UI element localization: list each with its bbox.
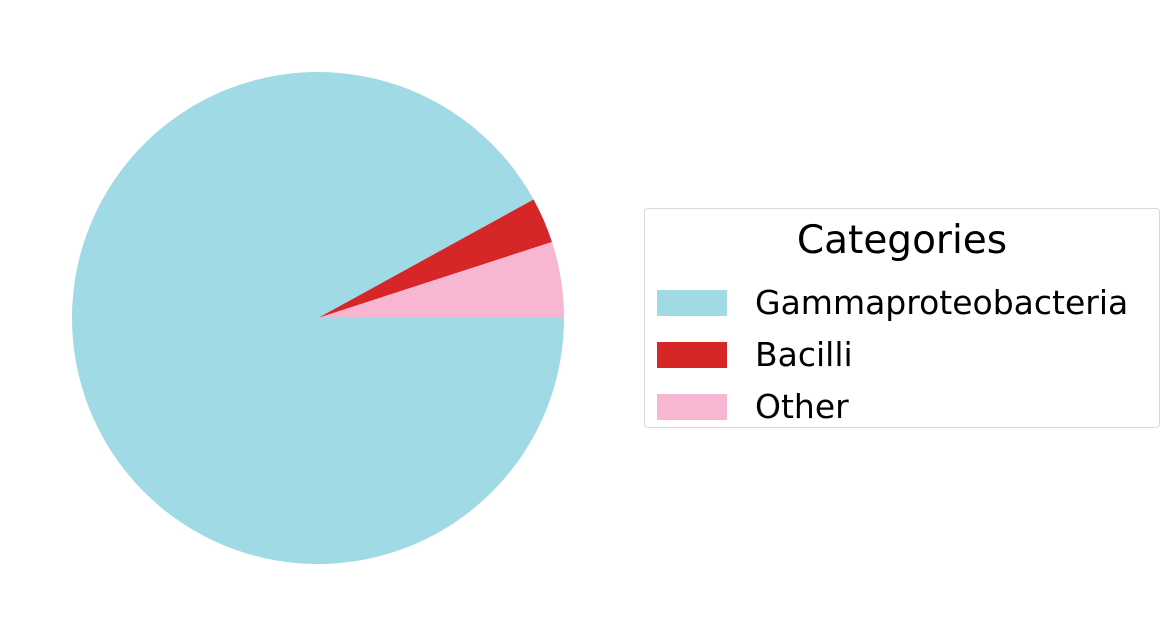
legend-item-other: Other	[657, 385, 849, 429]
legend-item-bacilli: Bacilli	[657, 333, 853, 377]
pie-plot-area	[72, 71, 565, 564]
legend-swatch-bacilli	[657, 342, 727, 368]
legend: Categories Gammaproteobacteria Bacilli O…	[644, 208, 1160, 428]
pie-slices	[72, 71, 565, 564]
pie-slice-gammaproteobacteria	[72, 71, 565, 564]
legend-item-gammaproteobacteria: Gammaproteobacteria	[657, 281, 1128, 325]
legend-label-gammaproteobacteria: Gammaproteobacteria	[755, 283, 1129, 322]
pie-slice-other	[318, 241, 564, 318]
legend-title: Categories	[796, 218, 1008, 263]
legend-label-bacilli: Bacilli	[755, 335, 853, 374]
legend-swatch-gammaproteobacteria	[657, 290, 727, 316]
legend-label-other: Other	[755, 387, 849, 426]
pie-slice-bacilli	[318, 199, 552, 318]
legend-swatch-other	[657, 394, 727, 420]
